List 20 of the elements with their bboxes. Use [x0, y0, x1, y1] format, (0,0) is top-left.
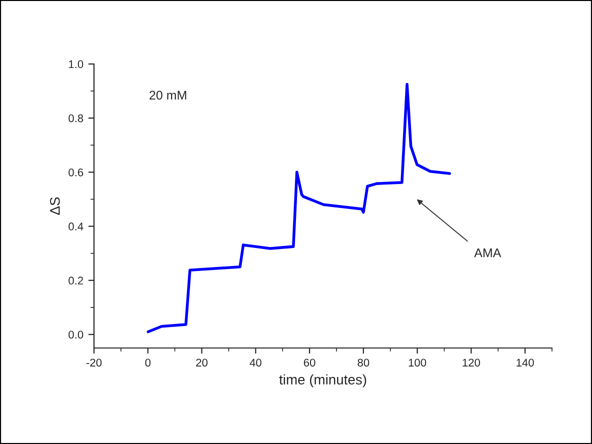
x-axis-title: time (minutes)	[279, 374, 366, 388]
x-tick-label: 40	[250, 358, 262, 367]
y-tick-label: 0.4	[68, 222, 84, 230]
x-tick-label: 0	[145, 358, 151, 367]
x-tick-label: 100	[408, 358, 426, 367]
y-tick-label: 1.0	[68, 60, 84, 68]
y-tick-label: 0.0	[68, 330, 84, 339]
line-series	[146, 82, 452, 334]
y-tick-label: 0.2	[68, 276, 84, 285]
y-tick-label: 0.8	[68, 114, 84, 122]
annotation: 20 mM	[150, 90, 186, 100]
annotation: AMA	[474, 248, 502, 258]
x-tick-label: 20	[196, 358, 208, 367]
x-tick-label: 60	[304, 358, 316, 367]
x-tick-label: 80	[358, 358, 370, 367]
x-tick-label: 140	[516, 358, 534, 367]
x-tick-label: -20	[86, 358, 102, 367]
y-tick-label: 0.6	[68, 168, 84, 176]
y-axis-title: ΔS	[50, 197, 60, 215]
x-tick-label: 120	[462, 358, 480, 367]
